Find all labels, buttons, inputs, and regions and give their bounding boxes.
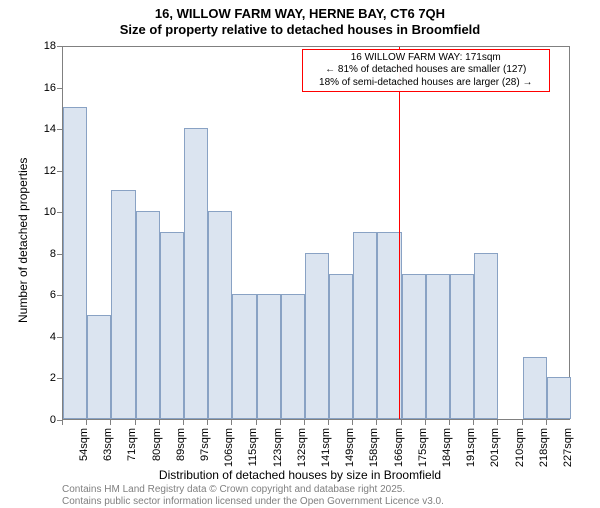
y-tick-label: 18 [32, 40, 56, 52]
x-tick-label: 201sqm [489, 428, 501, 467]
x-tick-label: 89sqm [175, 428, 187, 461]
x-tick-mark [304, 420, 305, 425]
annotation-line: ← 81% of detached houses are smaller (12… [307, 64, 545, 77]
y-tick-label: 10 [32, 206, 56, 218]
x-tick-label: 141sqm [320, 428, 332, 467]
x-tick-label: 97sqm [199, 428, 211, 461]
x-axis-label: Distribution of detached houses by size … [0, 468, 600, 482]
reference-line [399, 47, 400, 419]
x-tick-mark [401, 420, 402, 425]
footer-line-1: Contains HM Land Registry data © Crown c… [62, 484, 444, 496]
x-tick-label: 175sqm [417, 428, 429, 467]
x-tick-mark [449, 420, 450, 425]
x-tick-mark [207, 420, 208, 425]
y-tick-label: 4 [32, 331, 56, 343]
y-tick-mark [57, 254, 62, 255]
histogram-bar [450, 274, 474, 419]
histogram-bar [87, 315, 111, 419]
y-tick-label: 14 [32, 123, 56, 135]
x-tick-mark [352, 420, 353, 425]
x-tick-mark [522, 420, 523, 425]
histogram-bar [402, 274, 426, 419]
histogram-bar [232, 294, 256, 419]
y-tick-mark [57, 378, 62, 379]
y-tick-mark [57, 212, 62, 213]
x-tick-mark [425, 420, 426, 425]
histogram-bar [63, 107, 87, 419]
y-tick-label: 2 [32, 372, 56, 384]
y-tick-mark [57, 46, 62, 47]
y-tick-label: 8 [32, 248, 56, 260]
histogram-bar [547, 377, 571, 419]
histogram-bar [474, 253, 498, 419]
x-tick-label: 63sqm [102, 428, 114, 461]
x-tick-mark [280, 420, 281, 425]
histogram-bar [281, 294, 305, 419]
x-tick-label: 80sqm [151, 428, 163, 461]
x-tick-label: 71sqm [126, 428, 138, 461]
histogram-bar [353, 232, 377, 419]
x-tick-label: 132sqm [296, 428, 308, 467]
histogram-bar [305, 253, 329, 419]
y-tick-mark [57, 295, 62, 296]
y-tick-mark [57, 88, 62, 89]
y-tick-mark [57, 171, 62, 172]
x-tick-mark [376, 420, 377, 425]
y-tick-mark [57, 337, 62, 338]
x-tick-mark [546, 420, 547, 425]
x-tick-label: 106sqm [223, 428, 235, 467]
x-tick-label: 191sqm [465, 428, 477, 467]
annotation-box: 16 WILLOW FARM WAY: 171sqm← 81% of detac… [302, 49, 550, 93]
x-tick-label: 158sqm [368, 428, 380, 467]
y-axis-label: Number of detached properties [16, 158, 30, 323]
x-tick-label: 115sqm [247, 428, 259, 466]
x-tick-label: 166sqm [393, 428, 405, 467]
histogram-bar [184, 128, 208, 419]
x-tick-label: 218sqm [538, 428, 550, 467]
x-tick-mark [231, 420, 232, 425]
annotation-line: 16 WILLOW FARM WAY: 171sqm [307, 52, 545, 65]
x-tick-mark [256, 420, 257, 425]
histogram-bar [523, 357, 547, 419]
y-tick-label: 0 [32, 414, 56, 426]
x-tick-label: 210sqm [514, 428, 526, 467]
x-tick-mark [473, 420, 474, 425]
footer-line-2: Contains public sector information licen… [62, 496, 444, 508]
title-line-2: Size of property relative to detached ho… [0, 22, 600, 38]
histogram-bar [257, 294, 281, 419]
x-tick-label: 227sqm [562, 428, 574, 467]
y-tick-mark [57, 129, 62, 130]
histogram-bar [160, 232, 184, 419]
histogram-bar [426, 274, 450, 419]
plot-area: 16 WILLOW FARM WAY: 171sqm← 81% of detac… [62, 46, 570, 420]
x-tick-mark [62, 420, 63, 425]
histogram-bar [208, 211, 232, 419]
x-tick-mark [86, 420, 87, 425]
chart-container: 16, WILLOW FARM WAY, HERNE BAY, CT6 7QH … [0, 0, 600, 500]
y-tick-label: 12 [32, 165, 56, 177]
x-tick-mark [110, 420, 111, 425]
x-tick-label: 184sqm [441, 428, 453, 467]
title-line-1: 16, WILLOW FARM WAY, HERNE BAY, CT6 7QH [0, 6, 600, 22]
y-tick-label: 6 [32, 289, 56, 301]
x-tick-mark [135, 420, 136, 425]
x-tick-mark [497, 420, 498, 425]
x-tick-label: 149sqm [344, 428, 356, 467]
x-tick-mark [328, 420, 329, 425]
y-tick-label: 16 [32, 82, 56, 94]
x-tick-mark [183, 420, 184, 425]
histogram-bar [136, 211, 160, 419]
annotation-line: 18% of semi-detached houses are larger (… [307, 77, 545, 90]
histogram-bar [377, 232, 401, 419]
x-tick-label: 54sqm [78, 428, 90, 461]
histogram-bar [111, 190, 135, 419]
footer-attribution: Contains HM Land Registry data © Crown c… [62, 484, 444, 508]
x-tick-mark [159, 420, 160, 425]
histogram-bar [329, 274, 353, 419]
x-tick-label: 123sqm [272, 428, 284, 467]
chart-title: 16, WILLOW FARM WAY, HERNE BAY, CT6 7QH … [0, 0, 600, 39]
